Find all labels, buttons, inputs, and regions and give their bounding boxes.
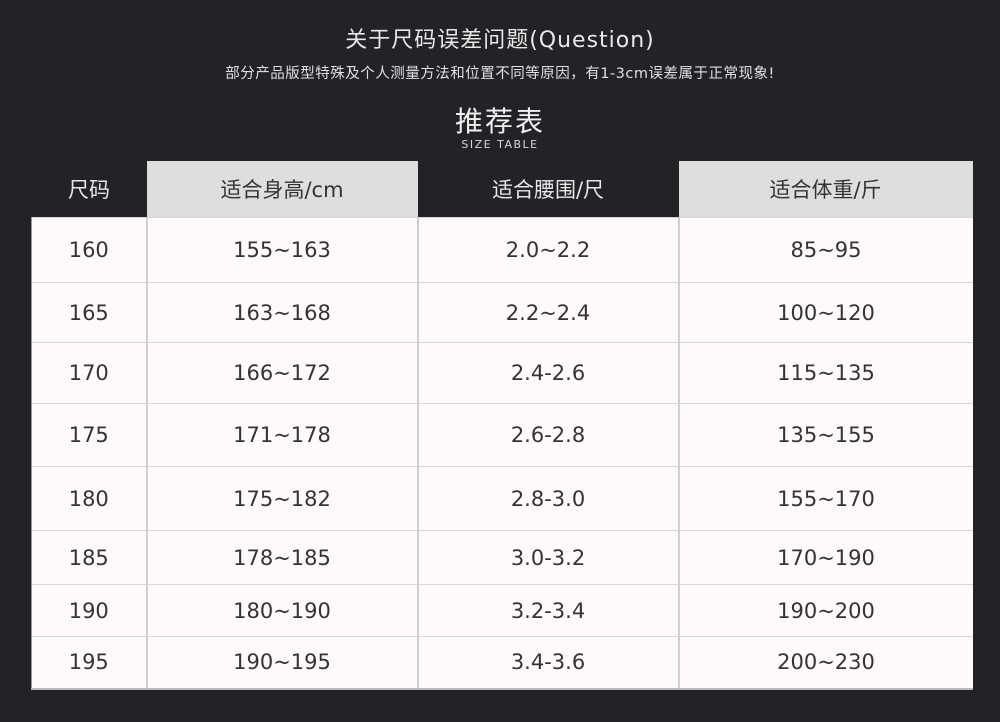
cell-height: 178~185: [145, 530, 418, 585]
cell-weight: 155~170: [677, 466, 973, 531]
cell-size: 170: [31, 342, 147, 404]
cell-waist: 2.2~2.4: [416, 282, 679, 343]
header-weight: 适合体重/斤: [678, 161, 973, 218]
table-row: 165 163~168 2.2~2.4 100~120: [31, 282, 973, 343]
header-height: 适合身高/cm: [146, 161, 418, 218]
cell-size: 175: [31, 403, 147, 467]
cell-weight: 135~155: [677, 403, 973, 467]
table-subtitle: SIZE TABLE: [461, 138, 539, 151]
table-title: 推荐表: [454, 105, 545, 138]
table-row: 185 178~185 3.0-3.2 170~190: [31, 530, 973, 585]
cell-height: 190~195: [145, 636, 418, 690]
cell-size: 195: [31, 636, 147, 690]
table-row: 190 180~190 3.2-3.4 190~200: [31, 584, 973, 637]
notice-subtitle: 部分产品版型特殊及个人测量方法和位置不同等原因，有1-3cm误差属于正常现象!: [225, 66, 775, 82]
cell-height: 180~190: [145, 584, 418, 637]
cell-size: 190: [31, 584, 147, 637]
cell-waist: 2.0~2.2: [416, 217, 679, 283]
cell-height: 163~168: [145, 282, 418, 343]
cell-waist: 2.4-2.6: [416, 342, 679, 404]
table-row: 195 190~195 3.4-3.6 200~230: [31, 636, 973, 690]
cell-weight: 100~120: [677, 282, 973, 343]
table-row: 175 171~178 2.6-2.8 135~155: [31, 403, 973, 467]
cell-weight: 200~230: [677, 636, 973, 690]
cell-size: 185: [31, 530, 147, 585]
cell-waist: 3.4-3.6: [416, 636, 679, 690]
notice-title: 关于尺码误差问题(Question): [345, 28, 655, 53]
cell-waist: 2.6-2.8: [416, 403, 679, 467]
cell-waist: 3.0-3.2: [416, 530, 679, 585]
cell-waist: 2.8-3.0: [416, 466, 679, 531]
table-row: 170 166~172 2.4-2.6 115~135: [31, 342, 973, 404]
header-waist: 适合腰围/尺: [417, 161, 679, 218]
table-row: 160 155~163 2.0~2.2 85~95: [31, 217, 973, 283]
cell-height: 175~182: [145, 466, 418, 531]
header-size: 尺码: [31, 161, 147, 218]
table-row: 180 175~182 2.8-3.0 155~170: [31, 466, 973, 531]
cell-weight: 170~190: [677, 530, 973, 585]
cell-size: 180: [31, 466, 147, 531]
header-row: 尺码 适合身高/cm 适合腰围/尺 适合体重/斤: [31, 161, 973, 218]
cell-height: 155~163: [145, 217, 418, 283]
cell-size: 160: [31, 217, 147, 283]
cell-size: 165: [31, 282, 147, 343]
size-table: 尺码 适合身高/cm 适合腰围/尺 适合体重/斤 160 155~163 2.0~2…: [31, 161, 973, 690]
cell-weight: 115~135: [677, 342, 973, 404]
cell-height: 166~172: [145, 342, 418, 404]
cell-weight: 85~95: [677, 217, 973, 283]
cell-weight: 190~200: [677, 584, 973, 637]
cell-waist: 3.2-3.4: [416, 584, 679, 637]
cell-height: 171~178: [145, 403, 418, 467]
